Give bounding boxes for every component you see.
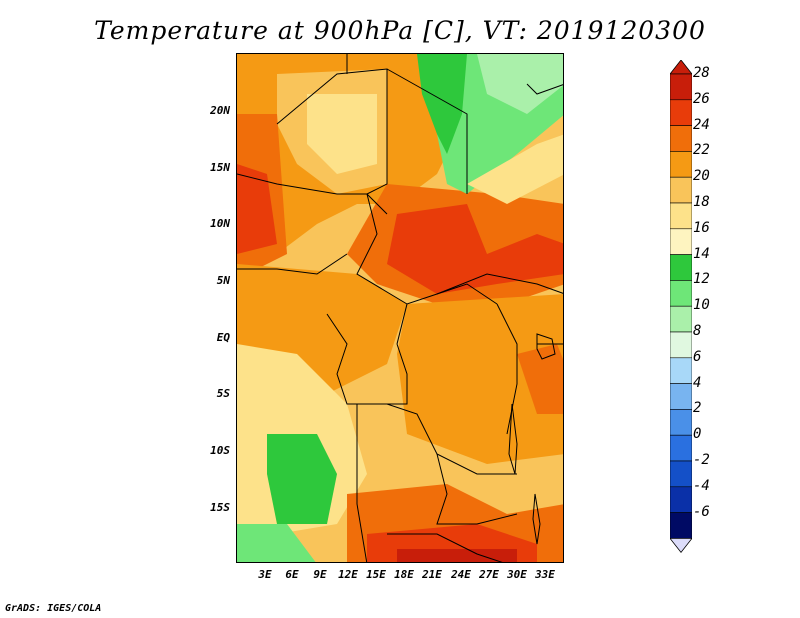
sahel-hot-band	[387, 204, 563, 294]
north-cool-region	[307, 94, 377, 174]
colorbar-label: 28	[693, 65, 710, 81]
map-canvas	[237, 54, 563, 562]
colorbar-label: 2	[693, 400, 702, 417]
ethiopia-cool-patch	[467, 134, 563, 204]
colorbar-label: 26	[693, 90, 710, 107]
colorbar-segment	[670, 202, 692, 230]
colorbar-label: -6	[693, 503, 710, 520]
x-label-30e: 30E	[507, 568, 527, 581]
colorbar-under-triangle	[670, 537, 692, 554]
congo-warm-region	[397, 294, 563, 464]
chart-title: Temperature at 900hPa [C], VT: 201912030…	[94, 16, 706, 45]
lake-outlines	[508, 333, 556, 545]
y-label-20n: 20N	[210, 104, 230, 117]
colorbar-label: 12	[693, 271, 710, 288]
y-label-eq: EQ	[216, 331, 230, 344]
west-hot-patch	[237, 164, 277, 254]
colorbar-segment	[670, 383, 692, 410]
colorbar-segment	[670, 99, 692, 126]
east-africa-warm-patch	[517, 344, 563, 414]
colorbar-label: 14	[693, 245, 710, 262]
colorbar-segment	[670, 512, 692, 539]
colorbar-segment	[670, 125, 692, 152]
country-boundaries	[237, 54, 563, 562]
colorbar-label: 10	[693, 297, 710, 314]
colorbar-segment	[670, 305, 692, 333]
y-label-5s: 5S	[216, 387, 230, 400]
southwest-green-corner	[237, 524, 316, 562]
colorbar-label: -4	[693, 477, 710, 494]
x-label-24e: 24E	[451, 568, 471, 581]
x-label-15e: 15E	[366, 568, 386, 581]
northeast-lightgreen-region	[477, 54, 563, 114]
y-label-10n: 10N	[210, 217, 230, 230]
colorbar-segment	[670, 73, 692, 101]
colorbar-segment	[670, 254, 692, 281]
colorbar-segment	[670, 151, 692, 178]
lake-malawi	[532, 493, 541, 545]
colorbar-over-triangle	[670, 60, 692, 75]
x-label-9e: 9E	[313, 568, 327, 581]
colorbar-label: 24	[693, 116, 710, 133]
colorbar-segment	[670, 486, 692, 513]
namibia-green-patch	[267, 434, 337, 524]
south-hottest-patch	[397, 549, 517, 562]
colorbar-segment	[670, 176, 692, 204]
x-label-18e: 18E	[394, 568, 414, 581]
y-label-10s: 10S	[210, 444, 230, 457]
colorbar-label: -2	[693, 452, 710, 468]
colorbar-label: 18	[693, 194, 710, 210]
colorbar-label: 20	[693, 168, 710, 185]
colorbar-label: 16	[693, 219, 710, 236]
colorbar-segment	[670, 331, 692, 359]
x-label-12e: 12E	[338, 568, 358, 581]
colorbar-segment	[670, 434, 692, 462]
x-label-27e: 27E	[479, 568, 499, 581]
colorbar	[670, 60, 692, 554]
y-label-15s: 15S	[210, 501, 230, 514]
colorbar-segment	[670, 280, 692, 307]
lake-victoria	[536, 333, 556, 360]
colorbar-label: 4	[693, 374, 702, 391]
y-label-5n: 5N	[216, 274, 230, 287]
colorbar-label: 6	[693, 348, 702, 365]
footer-credit: GrADS: IGES/COLA	[5, 603, 102, 614]
x-label-3e: 3E	[258, 568, 272, 581]
colorbar-segment	[670, 228, 692, 255]
temperature-map	[236, 53, 564, 563]
x-label-33e: 33E	[535, 568, 555, 581]
y-label-15n: 15N	[210, 161, 230, 174]
x-label-6e: 6E	[285, 568, 299, 581]
colorbar-label: 0	[693, 426, 702, 443]
lake-tanganyika	[508, 403, 518, 475]
colorbar-label: 22	[693, 142, 710, 159]
colorbar-segment	[670, 409, 692, 436]
colorbar-segment	[670, 460, 692, 488]
colorbar-label: 8	[693, 323, 702, 339]
nile-green-strip	[417, 54, 467, 154]
x-label-21e: 21E	[422, 568, 442, 581]
colorbar-segment	[670, 357, 692, 384]
